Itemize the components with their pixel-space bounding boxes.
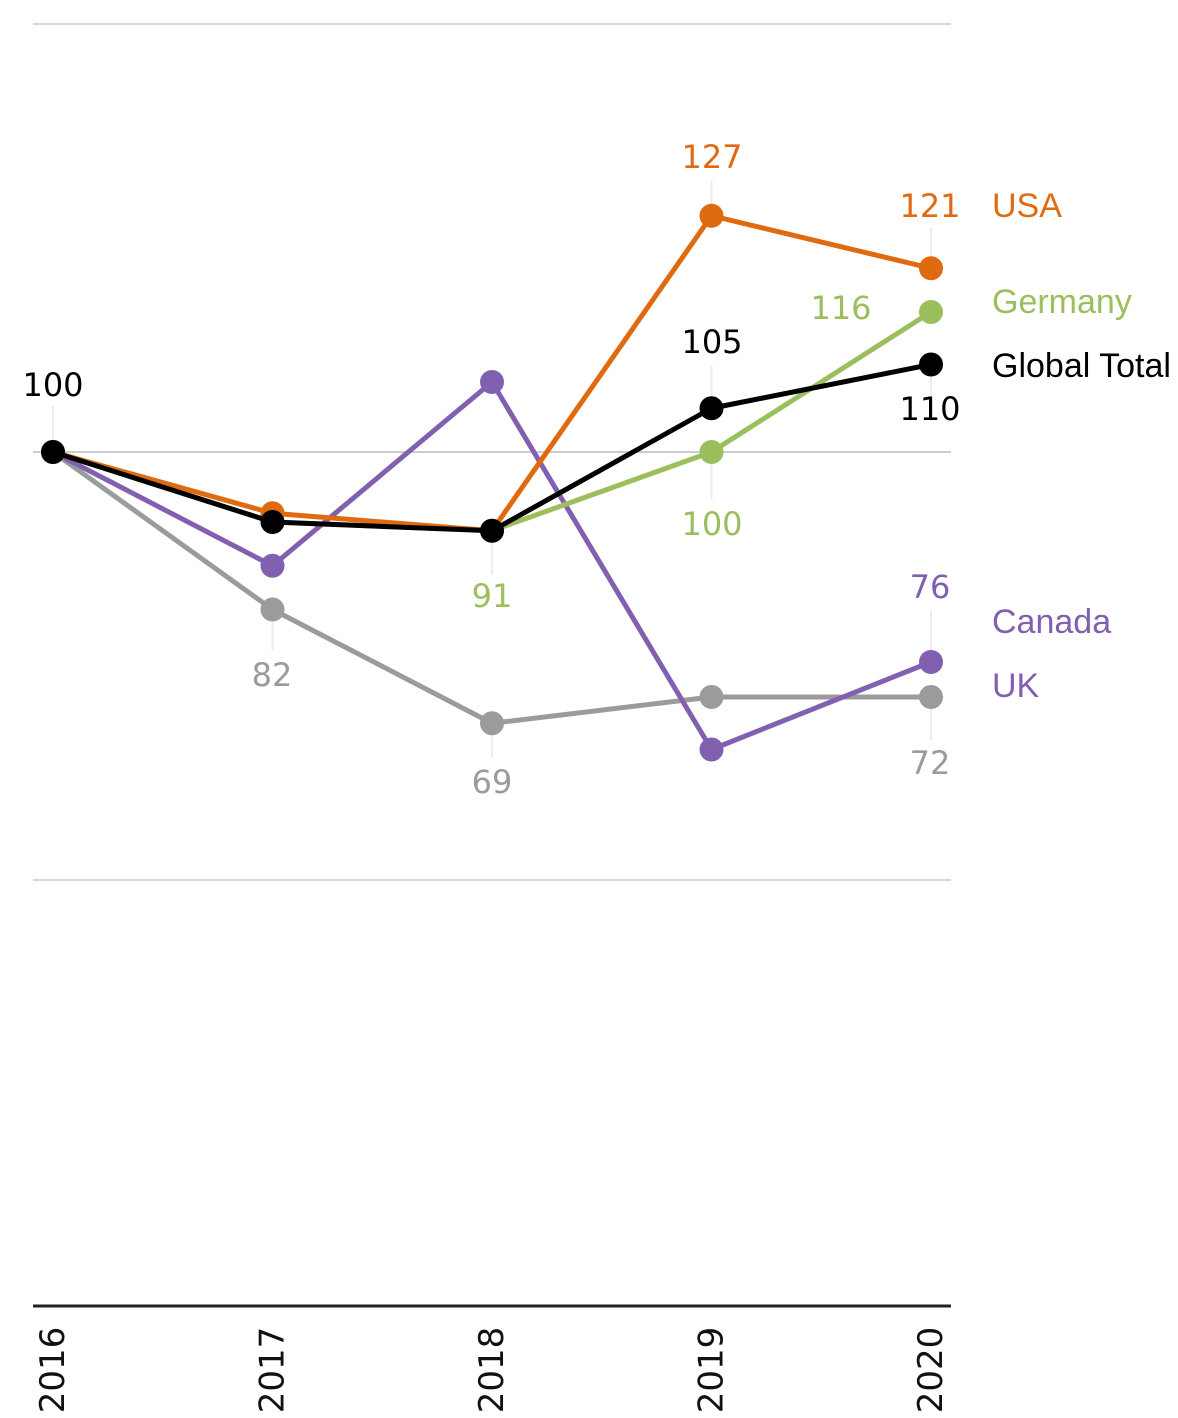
data-point-canada	[480, 370, 504, 394]
legend-label-global-total: Global Total	[992, 347, 1171, 385]
x-tick-label: 2019	[692, 1327, 732, 1414]
legend-label-usa: USA	[992, 187, 1062, 225]
data-label-uk: 72	[910, 744, 951, 782]
legend-label-canada: Canada	[992, 603, 1111, 641]
data-label-uk: 82	[252, 656, 293, 694]
x-tick-label: 2016	[33, 1327, 73, 1414]
data-point-global-total	[919, 352, 943, 377]
legend-label-germany: Germany	[992, 283, 1132, 321]
data-label-usa: 127	[681, 138, 742, 176]
data-label-germany: 116	[810, 289, 871, 327]
data-label-germany: 100	[681, 505, 742, 543]
data-point-uk	[699, 685, 724, 709]
x-tick-label: 2020	[911, 1327, 951, 1414]
data-label-germany: 91	[472, 577, 513, 615]
data-label-global-total: 110	[899, 390, 960, 428]
data-label-canada: 76	[910, 568, 951, 606]
series-line-germany	[50, 309, 934, 534]
data-point-global-total	[699, 396, 724, 421]
data-point-uk	[480, 711, 504, 736]
data-label-usa: 121	[899, 187, 960, 225]
data-point-global-total	[480, 518, 504, 543]
data-label-global-total: 100	[22, 366, 83, 404]
data-point-germany	[699, 440, 724, 464]
data-point-canada	[699, 737, 724, 762]
data-label-global-total: 105	[681, 323, 742, 361]
data-point-uk	[919, 685, 943, 709]
data-point-germany	[919, 300, 943, 324]
data-point-global-total	[41, 440, 65, 464]
data-point-usa	[919, 256, 943, 281]
data-point-uk	[260, 597, 285, 622]
data-point-canada	[260, 553, 285, 578]
data-label-uk: 69	[472, 763, 513, 801]
x-tick-label: 2018	[472, 1327, 512, 1414]
x-tick-label: 2017	[253, 1327, 293, 1414]
data-point-usa	[699, 203, 724, 228]
legend-label-uk: UK	[992, 667, 1040, 705]
data-point-canada	[919, 650, 943, 674]
data-point-global-total	[260, 510, 285, 534]
